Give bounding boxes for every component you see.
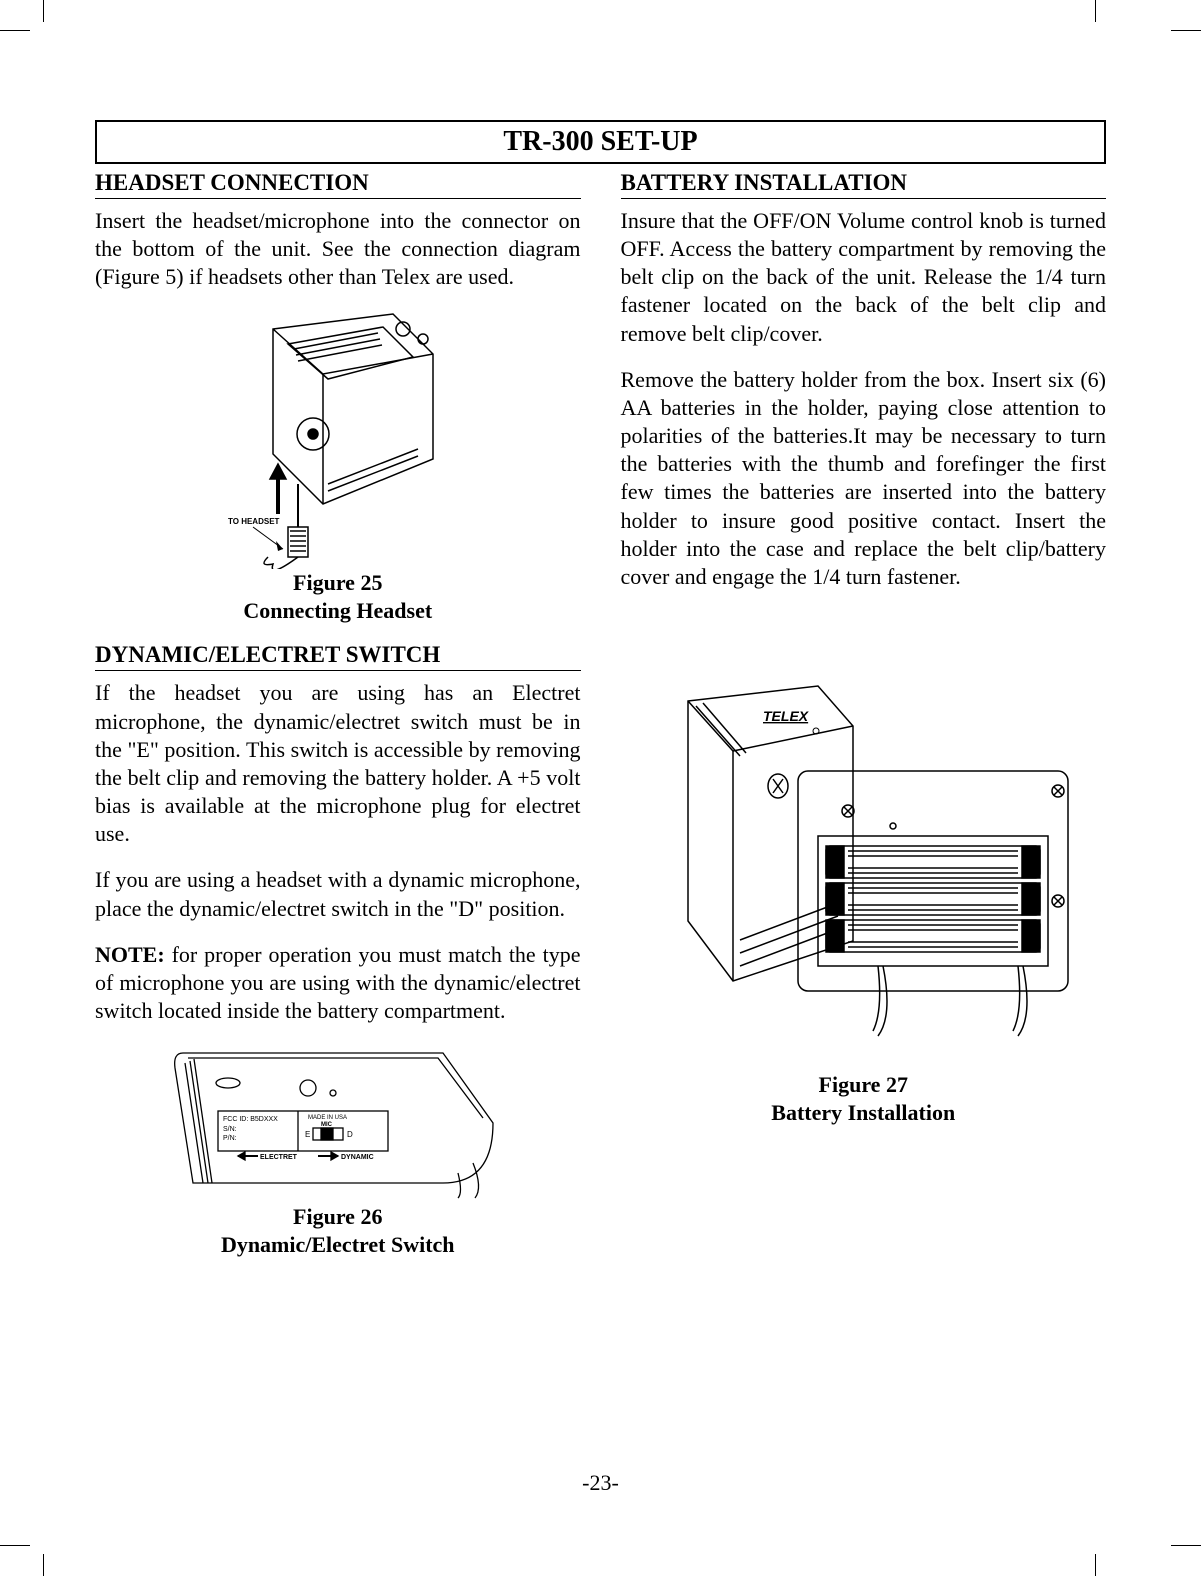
dynamic-electret-switch-diagram: FCC ID: B5DXXX S/N: P/N: MADE IN USA MIC… — [163, 1043, 513, 1203]
heading-dyn-electret: DYNAMIC/ELECTRET SWITCH — [95, 642, 581, 671]
battery-installation-diagram: TELEX — [648, 671, 1078, 1051]
to-headset-label: TO HEADSET — [228, 517, 280, 526]
figure-27: TELEX Figure 27 Battery Installation — [621, 671, 1107, 1126]
figure-26: FCC ID: B5DXXX S/N: P/N: MADE IN USA MIC… — [95, 1043, 581, 1258]
dynamic-label: DYNAMIC — [341, 1154, 374, 1161]
paragraph: If you are using a headset with a dynami… — [95, 866, 581, 922]
note-text: for proper operation you must match the … — [95, 942, 581, 1023]
pn-label: P/N: — [223, 1135, 237, 1142]
page-number: -23- — [0, 1470, 1201, 1496]
page-title: TR-300 SET-UP — [503, 126, 697, 157]
heading-headset-connection: HEADSET CONNECTION — [95, 170, 581, 199]
right-column: BATTERY INSTALLATION Insure that the OFF… — [621, 170, 1107, 1276]
figure-27-number: Figure 27 — [621, 1071, 1107, 1099]
figure-25-caption: Connecting Headset — [95, 597, 581, 625]
note-label: NOTE: — [95, 942, 165, 967]
crop-mark — [43, 1554, 44, 1576]
mic-label: MIC — [321, 1122, 333, 1128]
connecting-headset-diagram: TO HEADSET — [228, 309, 448, 569]
sn-label: S/N: — [223, 1126, 237, 1133]
electret-label: ELECTRET — [260, 1154, 298, 1161]
crop-mark — [1095, 1554, 1096, 1576]
crop-mark — [1171, 1545, 1201, 1546]
page: TR-300 SET-UP HEADSET CONNECTION Insert … — [0, 0, 1201, 1576]
figure-27-caption: Battery Installation — [621, 1099, 1107, 1127]
paragraph: Insure that the OFF/ON Volume control kn… — [621, 207, 1107, 348]
crop-mark — [1171, 30, 1201, 31]
crop-mark — [0, 1545, 30, 1546]
e-label: E — [305, 1130, 310, 1139]
crop-mark — [0, 30, 30, 31]
two-column-layout: HEADSET CONNECTION Insert the headset/mi… — [95, 170, 1106, 1276]
telex-label: TELEX — [763, 708, 810, 724]
crop-mark — [43, 0, 44, 22]
crop-mark — [1095, 0, 1096, 22]
figure-25: TO HEADSET Figure 25 Connecting Headset — [95, 309, 581, 624]
d-label: D — [347, 1130, 353, 1139]
note-paragraph: NOTE: for proper operation you must matc… — [95, 941, 581, 1025]
paragraph: If the headset you are using has an Elec… — [95, 679, 581, 848]
heading-battery-installation: BATTERY INSTALLATION — [621, 170, 1107, 199]
figure-26-caption: Dynamic/Electret Switch — [95, 1231, 581, 1259]
left-column: HEADSET CONNECTION Insert the headset/mi… — [95, 170, 581, 1276]
figure-26-number: Figure 26 — [95, 1203, 581, 1231]
figure-25-number: Figure 25 — [95, 569, 581, 597]
page-title-box: TR-300 SET-UP — [95, 120, 1106, 164]
fcc-label: FCC ID: B5DXXX — [223, 1116, 278, 1123]
made-label: MADE IN USA — [308, 1115, 347, 1121]
paragraph: Insert the headset/microphone into the c… — [95, 207, 581, 291]
paragraph: Remove the battery holder from the box. … — [621, 366, 1107, 591]
